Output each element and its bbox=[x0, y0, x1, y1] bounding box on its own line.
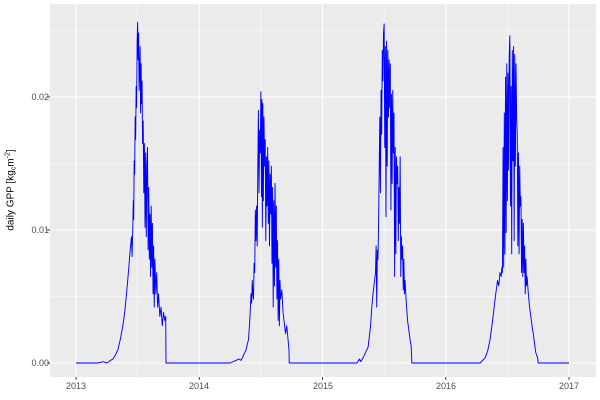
gpp-line-series bbox=[76, 22, 570, 364]
x-tick-label-2017: 2017 bbox=[558, 381, 580, 391]
y-tick-label-0.01: 0.01 bbox=[31, 225, 49, 235]
y-tick-label-0.02: 0.02 bbox=[31, 92, 49, 102]
x-tick-label-2015: 2015 bbox=[312, 381, 334, 391]
y-axis-title: daily GPP [kgcm-2] bbox=[4, 149, 18, 231]
x-tick-label-2014: 2014 bbox=[188, 381, 210, 391]
x-tick-label-2013: 2013 bbox=[65, 381, 87, 391]
x-tick-label-2016: 2016 bbox=[435, 381, 457, 391]
y-tick-label-0.00: 0.00 bbox=[31, 358, 49, 368]
